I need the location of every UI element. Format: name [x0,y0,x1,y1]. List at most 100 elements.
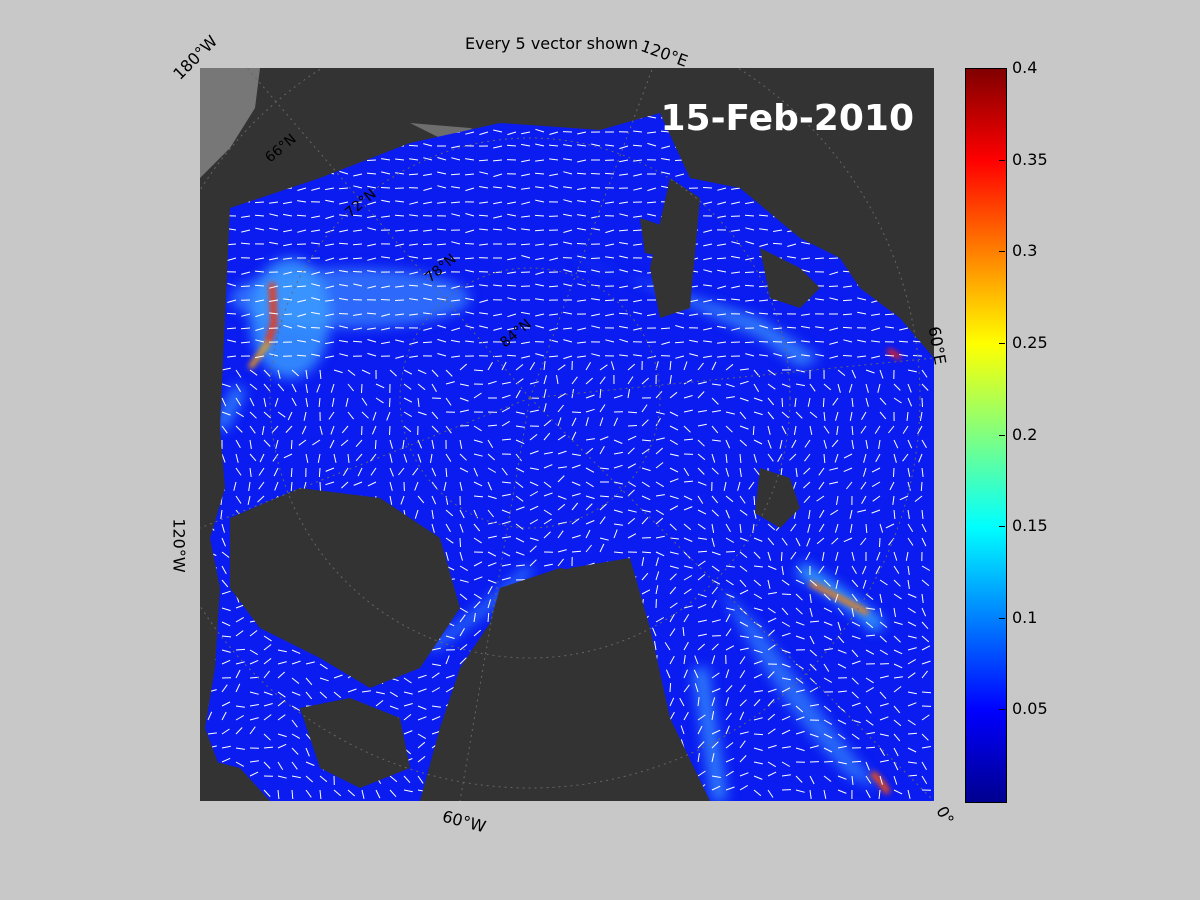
velocity-vector [501,394,511,399]
velocity-vector [409,229,419,232]
velocity-vector [227,299,237,303]
velocity-vector [367,227,377,231]
colorbar [965,68,1007,803]
velocity-vector [576,172,587,175]
velocity-vector [599,388,602,399]
velocity-vector [437,257,447,261]
velocity-vector [781,687,791,693]
velocity-vector [849,411,853,421]
velocity-vector [479,243,489,246]
velocity-vector [417,369,427,375]
velocity-vector [506,284,517,287]
velocity-vector [739,647,749,651]
velocity-vector [263,397,267,407]
velocity-vector [479,312,489,315]
velocity-vector [395,355,405,359]
velocity-vector [465,340,475,343]
velocity-vector [535,143,545,147]
velocity-vector [879,691,887,700]
velocity-vector [291,747,299,755]
velocity-vector [445,369,453,377]
velocity-vector [809,620,820,623]
velocity-vector [893,733,901,742]
velocity-vector [235,715,245,721]
velocity-vector [829,481,839,485]
velocity-vector [814,257,825,260]
velocity-vector [865,634,876,637]
velocity-vector [361,411,369,419]
velocity-vector [585,520,595,525]
velocity-vector [590,173,601,175]
velocity-vector [271,425,279,434]
velocity-vector [683,467,690,476]
velocity-vector [777,453,783,463]
velocity-vector [610,361,615,371]
velocity-vector [725,685,733,693]
velocity-vector [753,439,763,445]
velocity-vector [808,509,811,519]
velocity-vector [493,215,503,219]
velocity-vector [465,325,475,329]
velocity-vector [697,714,706,721]
velocity-vector [865,397,869,407]
velocity-vector [255,339,265,343]
velocity-vector [249,383,258,390]
velocity-vector [254,270,265,273]
velocity-vector [577,299,587,302]
velocity-vector [325,257,335,262]
velocity-vector [291,369,300,377]
velocity-vector [409,341,419,345]
velocity-vector [753,453,758,463]
velocity-vector [311,311,321,315]
velocity-vector [759,228,769,231]
velocity-vector [818,565,825,574]
velocity-vector [697,509,707,515]
velocity-vector [745,257,755,261]
velocity-vector [339,170,349,175]
velocity-vector [548,355,559,358]
velocity-vector [445,425,452,434]
velocity-vector [865,686,874,693]
velocity-vector [633,327,643,331]
velocity-vector [893,509,896,520]
velocity-vector [914,495,923,502]
velocity-vector [814,340,825,343]
velocity-vector [861,411,867,421]
velocity-vector [795,383,805,387]
velocity-vector [823,621,833,626]
velocity-vector [823,789,827,799]
velocity-vector [633,159,643,162]
velocity-vector [725,669,730,679]
velocity-vector [921,397,923,408]
velocity-vector [725,697,729,707]
velocity-vector [473,467,479,477]
velocity-vector [795,730,805,735]
velocity-vector [823,607,833,613]
velocity-vector [697,495,704,504]
velocity-vector [273,467,279,477]
velocity-vector [296,354,307,357]
velocity-vector [549,313,559,316]
velocity-vector [263,635,272,642]
velocity-vector [879,593,883,603]
velocity-vector [487,495,497,500]
velocity-vector [697,381,707,385]
velocity-vector [779,439,783,449]
velocity-vector [837,663,847,669]
velocity-vector [563,186,573,189]
land-patch [200,68,260,178]
velocity-vector [305,453,309,463]
velocity-vector [865,789,871,799]
velocity-vector [389,467,394,477]
velocity-vector [725,439,731,449]
velocity-vector [835,551,839,561]
velocity-vector [263,411,272,419]
velocity-vector [563,144,573,147]
velocity-vector [851,691,859,699]
velocity-vector [367,339,377,343]
velocity-vector [725,363,734,371]
velocity-vector [585,481,594,488]
velocity-vector [277,775,287,779]
velocity-vector [409,355,419,358]
velocity-vector [389,453,393,463]
